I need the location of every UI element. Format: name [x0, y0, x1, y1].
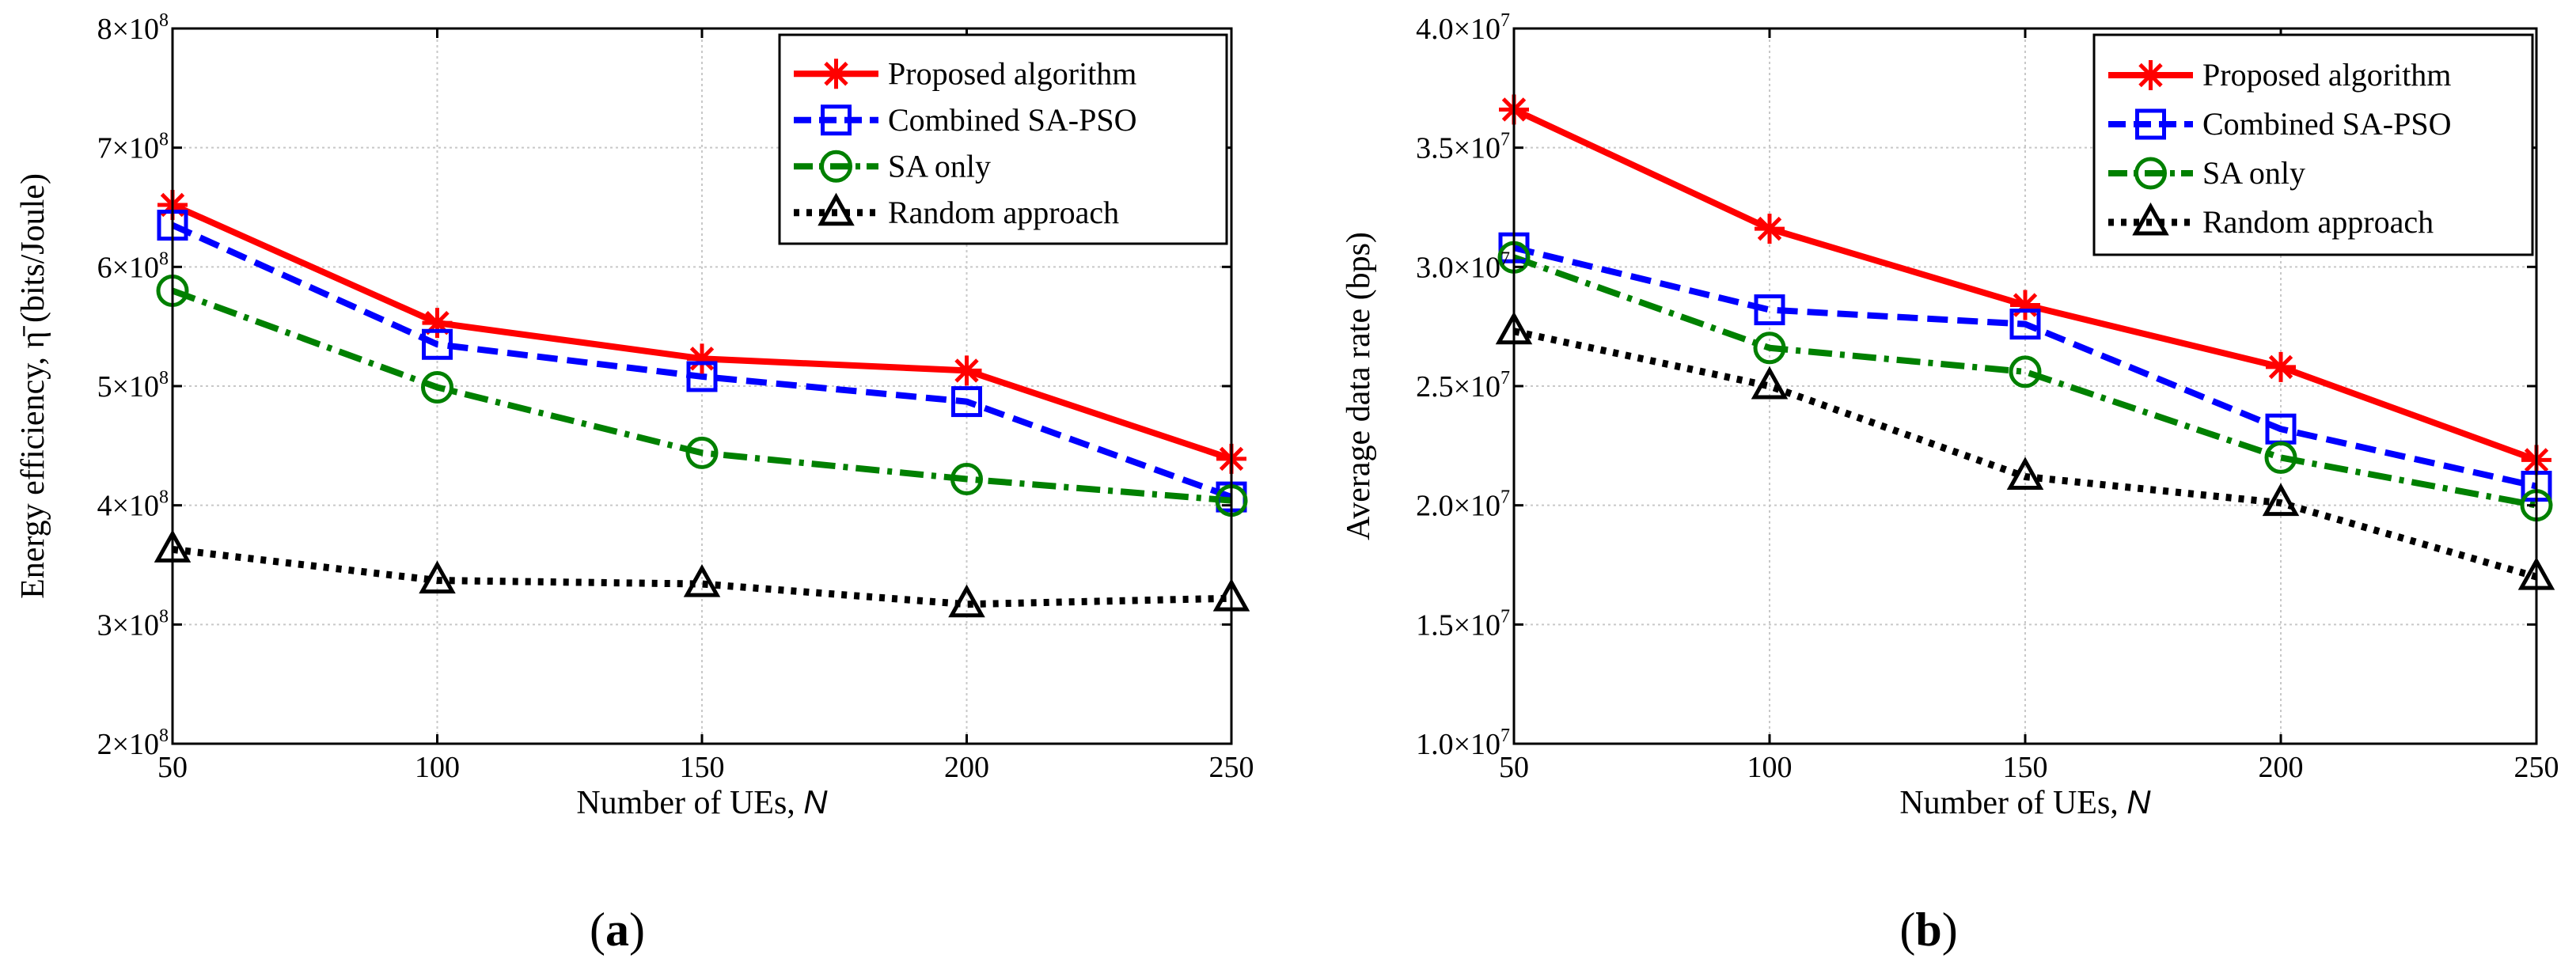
data-point-s3-2 — [2006, 457, 2044, 491]
x-tick-label: 150 — [2003, 751, 2048, 784]
legend-marker-2 — [2134, 157, 2167, 190]
y-tick-label: 4.0×107 — [1416, 10, 1510, 46]
legend-label-3: Random approach — [2202, 204, 2434, 240]
x-tick-label: 250 — [1209, 751, 1254, 784]
legend-marker-1 — [2135, 108, 2166, 140]
series-line-3 — [1513, 328, 2538, 581]
y-tick-label: 2×108 — [97, 726, 169, 761]
data-point-s2-1 — [1753, 332, 1786, 365]
data-point-s2-1 — [421, 371, 453, 404]
legend-marker-0-stroke — [824, 62, 848, 86]
legend: Proposed algorithm Combined SA-PSO SA only… — [2092, 33, 2534, 256]
y-tick-label: 1.0×107 — [1416, 726, 1510, 761]
chart-panel-a: 50 100 150 200 250 2×108 3×108 4×108 5×108 6×108 7… — [15, 10, 1254, 956]
legend-marker-1 — [821, 104, 852, 136]
y-tick-label: 6×108 — [97, 248, 169, 284]
data-point-s2-3 — [2264, 441, 2297, 474]
data-point-s0-3-stroke — [2268, 354, 2293, 380]
legend-marker-0-stroke — [2138, 63, 2163, 88]
legend-box — [2092, 33, 2534, 256]
data-point-s3-3 — [2262, 483, 2300, 517]
legend-box — [778, 33, 1228, 245]
x-tick-label: 150 — [680, 751, 725, 784]
data-point-s2-3 — [950, 463, 983, 496]
legend-marker-3 — [2132, 202, 2169, 236]
legend-label-1: Combined SA-PSO — [2202, 106, 2452, 142]
y-tick-label: 3.5×107 — [1416, 130, 1510, 165]
y-tick-label: 2.5×107 — [1416, 368, 1510, 404]
data-point-s1-3 — [951, 386, 982, 418]
series-line-3 — [172, 545, 1232, 608]
legend-marker-2 — [820, 150, 852, 183]
series-line-2 — [1512, 254, 2537, 509]
legend-marker-3 — [818, 192, 855, 226]
x-tick-label: 50 — [1499, 751, 1529, 784]
x-tick-label: 100 — [1747, 751, 1793, 784]
panel-caption: (a) — [590, 904, 645, 956]
legend-label-0: Proposed algorithm — [2202, 57, 2451, 93]
data-point-s3-1 — [1751, 366, 1789, 400]
data-point-s0-2-stroke — [689, 347, 715, 371]
y-tick-label: 5×108 — [97, 368, 169, 404]
y-axis-label: Average data rate (bps) — [1341, 232, 1377, 540]
panel-caption: (b) — [1899, 904, 1957, 956]
x-axis-label: Number of UEs, N — [1899, 783, 2151, 821]
data-point-s2-2 — [685, 436, 719, 469]
legend-label-1: Combined SA-PSO — [888, 102, 1137, 138]
data-point-s3-1 — [419, 560, 456, 594]
y-tick-label: 4×108 — [97, 487, 169, 523]
y-tick-label: 3×108 — [97, 606, 169, 642]
chart-panel-b: 50 100 150 200 250 1.0×107 1.5×107 2.0×107 2.5×1… — [1341, 10, 2559, 956]
series-line-2 — [171, 287, 1232, 504]
y-tick-label: 2.0×107 — [1416, 487, 1510, 523]
data-point-s3-2 — [683, 563, 721, 597]
data-point-s0-3-stroke — [954, 358, 979, 383]
legend-label-2: SA only — [2202, 155, 2305, 191]
data-point-s2-2 — [2009, 355, 2042, 388]
data-point-s1-1 — [1754, 294, 1785, 326]
y-tick-label: 8×108 — [97, 10, 169, 46]
x-axis-label: Number of UEs, N — [576, 783, 828, 821]
y-tick-label: 3.0×107 — [1416, 248, 1510, 284]
y-tick-label: 1.5×107 — [1416, 606, 1510, 642]
data-point-s1-2 — [2009, 309, 2041, 340]
y-axis-label: Energy efficiency, η̄ (bits/Joule) — [15, 173, 51, 599]
data-point-s0-1-stroke — [1757, 216, 1782, 241]
series-line-1 — [171, 222, 1233, 500]
x-tick-label: 250 — [2514, 751, 2559, 784]
legend: Proposed algorithm Combined SA-PSO SA only… — [778, 33, 1228, 245]
data-point-s3-3 — [948, 584, 985, 618]
series-line-1 — [1513, 244, 2537, 490]
data-point-s1-2 — [686, 361, 718, 392]
x-tick-label: 50 — [157, 751, 188, 784]
x-tick-label: 100 — [415, 751, 460, 784]
legend-label-0: Proposed algorithm — [888, 55, 1136, 91]
data-point-s1-1 — [422, 328, 453, 360]
x-tick-label: 200 — [944, 751, 989, 784]
legend-label-2: SA only — [888, 148, 991, 184]
x-tick-label: 200 — [2259, 751, 2304, 784]
y-tick-label: 7×108 — [97, 130, 169, 165]
legend-label-3: Random approach — [888, 195, 1119, 230]
